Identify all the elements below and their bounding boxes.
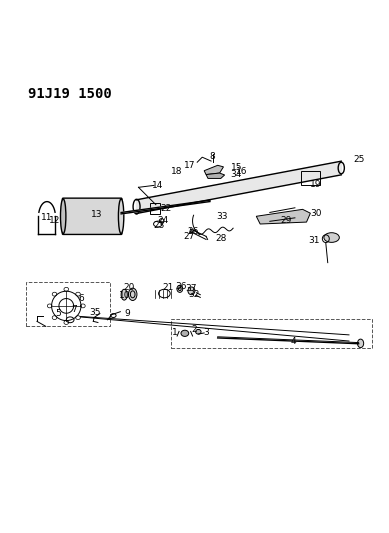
Text: 4: 4 [290, 337, 296, 346]
Text: 15: 15 [230, 163, 242, 172]
Ellipse shape [76, 292, 81, 296]
Text: 18: 18 [172, 167, 183, 175]
Text: 35: 35 [89, 308, 101, 317]
Text: 5: 5 [56, 309, 61, 318]
Text: 6: 6 [79, 294, 84, 303]
Polygon shape [256, 209, 310, 224]
Ellipse shape [118, 199, 124, 233]
Text: 30: 30 [310, 209, 322, 217]
Text: 24: 24 [157, 216, 168, 225]
Ellipse shape [64, 320, 68, 325]
Ellipse shape [60, 199, 66, 233]
Text: 7: 7 [71, 305, 77, 314]
Polygon shape [137, 161, 341, 214]
Text: 9: 9 [124, 309, 130, 318]
Ellipse shape [196, 329, 201, 334]
Text: 23: 23 [153, 221, 165, 230]
Ellipse shape [121, 289, 127, 300]
Text: 31: 31 [308, 236, 320, 245]
Text: 37: 37 [185, 284, 196, 293]
Text: 13: 13 [91, 210, 103, 219]
Text: 2: 2 [191, 325, 196, 334]
FancyBboxPatch shape [62, 198, 122, 235]
Ellipse shape [52, 316, 57, 320]
Ellipse shape [188, 287, 195, 295]
Text: 22: 22 [160, 204, 171, 213]
Text: 33: 33 [216, 212, 227, 221]
Bar [301, 171, 320, 184]
Ellipse shape [128, 288, 137, 301]
Polygon shape [121, 200, 210, 214]
Text: 21: 21 [163, 283, 174, 292]
Text: 32: 32 [188, 290, 200, 299]
Polygon shape [206, 173, 224, 179]
Text: 14: 14 [152, 181, 163, 190]
Ellipse shape [64, 287, 68, 291]
Polygon shape [204, 165, 223, 175]
Bar [171, 319, 372, 349]
Text: 12: 12 [49, 216, 60, 224]
Ellipse shape [47, 304, 52, 308]
Ellipse shape [357, 339, 364, 348]
Text: 17: 17 [184, 161, 195, 170]
Text: 19: 19 [310, 180, 322, 189]
Text: 34: 34 [231, 171, 242, 180]
Text: 8: 8 [209, 152, 215, 161]
Text: 28: 28 [216, 234, 227, 243]
Text: 26: 26 [187, 227, 198, 236]
Ellipse shape [324, 233, 339, 243]
Text: 20: 20 [123, 283, 135, 292]
Ellipse shape [81, 304, 85, 308]
Text: 16: 16 [235, 167, 247, 175]
Text: 36: 36 [175, 282, 187, 291]
Ellipse shape [177, 286, 183, 293]
Text: 25: 25 [353, 155, 364, 164]
Text: 27: 27 [183, 232, 194, 241]
Text: 1: 1 [172, 328, 177, 337]
Bar [150, 203, 160, 214]
Text: 29: 29 [281, 216, 292, 224]
Text: 3: 3 [203, 328, 209, 337]
Text: 10: 10 [119, 291, 130, 300]
Text: 91J19 1500: 91J19 1500 [28, 87, 112, 101]
Bar [26, 282, 110, 326]
Text: 11: 11 [41, 213, 53, 222]
Ellipse shape [181, 330, 189, 336]
Ellipse shape [52, 292, 57, 296]
Ellipse shape [76, 316, 81, 320]
